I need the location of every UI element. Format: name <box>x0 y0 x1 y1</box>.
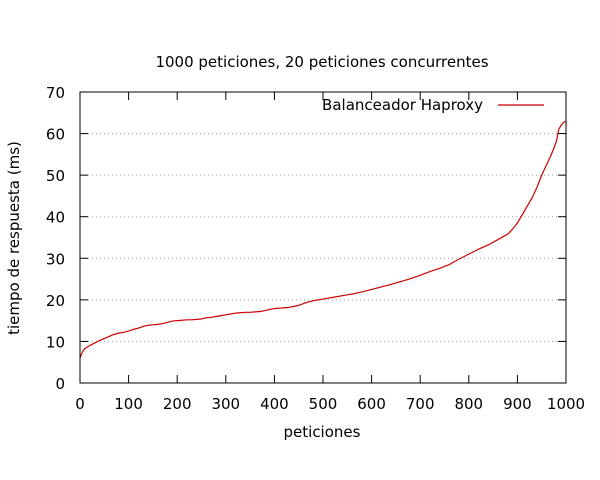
axis-ticks <box>80 92 566 383</box>
y-tick-label: 20 <box>46 292 65 310</box>
x-axis-label: peticiones <box>284 423 361 441</box>
x-tick-label: 200 <box>163 395 192 413</box>
y-tick-label: 70 <box>46 84 65 102</box>
grid-lines <box>80 134 566 342</box>
x-tick-label: 0 <box>75 395 85 413</box>
y-tick-labels: 0 10 20 30 40 50 60 70 <box>46 84 65 393</box>
y-tick-label: 0 <box>55 375 65 393</box>
y-tick-label: 50 <box>46 167 65 185</box>
y-tick-label: 60 <box>46 126 65 144</box>
x-tick-labels: 0 100 200 300 400 500 600 700 800 900 1000 <box>75 395 585 413</box>
legend: Balanceador Haproxy <box>322 96 544 114</box>
x-tick-label: 700 <box>406 395 435 413</box>
y-tick-label: 40 <box>46 209 65 227</box>
y-axis-label: tiempo de respuesta (ms) <box>5 141 23 335</box>
x-tick-label: 100 <box>114 395 143 413</box>
x-tick-label: 800 <box>454 395 483 413</box>
plot-frame <box>80 92 566 383</box>
x-tick-label: 600 <box>357 395 386 413</box>
legend-label: Balanceador Haproxy <box>322 96 483 114</box>
series-group <box>80 121 566 358</box>
x-tick-label: 1000 <box>547 395 585 413</box>
x-tick-label: 300 <box>211 395 240 413</box>
chart-title: 1000 peticiones, 20 peticiones concurren… <box>155 53 488 71</box>
x-tick-label: 900 <box>503 395 532 413</box>
series-line <box>80 121 566 358</box>
y-tick-label: 30 <box>46 250 65 268</box>
x-tick-label: 500 <box>309 395 338 413</box>
x-tick-label: 400 <box>260 395 289 413</box>
y-tick-label: 10 <box>46 333 65 351</box>
